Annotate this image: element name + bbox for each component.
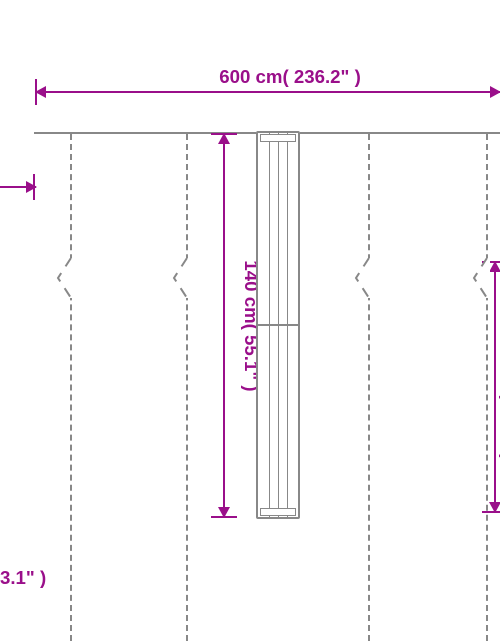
dim-height-tick-top [211, 133, 237, 135]
break-notch-1 [172, 258, 202, 298]
dim-right-partial-tick-bottom [482, 511, 500, 513]
diagram-stage: 600 cm( 236.2" ) 140 cm( 55.1" ) 90 cm( … [0, 0, 500, 641]
break-notch-3 [472, 258, 500, 298]
dim-width-tick-left [35, 79, 37, 105]
break-notch-2 [354, 258, 384, 298]
dim-right-partial-bar [494, 262, 496, 512]
dim-height-bar [223, 134, 225, 517]
center-post-cap-top [260, 134, 296, 142]
dim-width-label: 600 cm( 236.2" ) [219, 66, 361, 88]
dim-left-stub-tick [33, 174, 35, 200]
dashed-line-1 [186, 134, 188, 641]
dashed-line-0 [70, 134, 72, 641]
dashed-line-2 [368, 134, 370, 641]
dim-left-stub-arrow [26, 181, 37, 193]
center-post [256, 131, 300, 519]
dim-left-stub [0, 186, 36, 188]
dim-bottom-left-partial-label: 3.1" ) [0, 567, 46, 589]
dim-right-partial-line [494, 262, 496, 512]
dim-width-bar [36, 91, 500, 93]
dim-width-line [36, 91, 500, 93]
dim-width-arrow-right [490, 86, 500, 98]
center-post-mid [256, 324, 300, 326]
center-post-cap-bottom [260, 508, 296, 516]
dashed-line-3 [486, 134, 488, 641]
dim-height-line [223, 134, 225, 517]
dim-height-tick-bottom [211, 516, 237, 518]
break-notch-0 [56, 258, 86, 298]
